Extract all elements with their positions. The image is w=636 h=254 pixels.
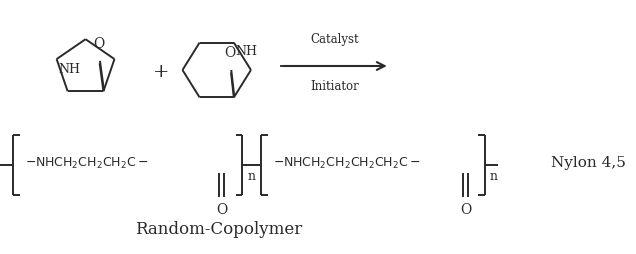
Text: n: n: [490, 170, 497, 183]
Text: $\mathregular{-NHCH_2CH_2CH_2CH_2C-}$: $\mathregular{-NHCH_2CH_2CH_2CH_2C-}$: [273, 155, 420, 170]
Text: Nylon 4,5: Nylon 4,5: [551, 156, 626, 170]
Text: $\mathregular{-NHCH_2CH_2CH_2C-}$: $\mathregular{-NHCH_2CH_2CH_2C-}$: [25, 155, 148, 170]
Text: O: O: [225, 46, 236, 60]
Text: O: O: [93, 37, 104, 51]
Text: n: n: [247, 170, 255, 183]
Text: Random-Copolymer: Random-Copolymer: [135, 221, 302, 238]
Text: NH: NH: [236, 44, 258, 58]
Text: Catalyst: Catalyst: [310, 33, 359, 46]
Text: O: O: [216, 203, 227, 217]
Text: Initiator: Initiator: [310, 80, 359, 93]
Text: O: O: [460, 203, 471, 217]
Text: +: +: [153, 63, 170, 81]
Text: NH: NH: [59, 63, 81, 76]
